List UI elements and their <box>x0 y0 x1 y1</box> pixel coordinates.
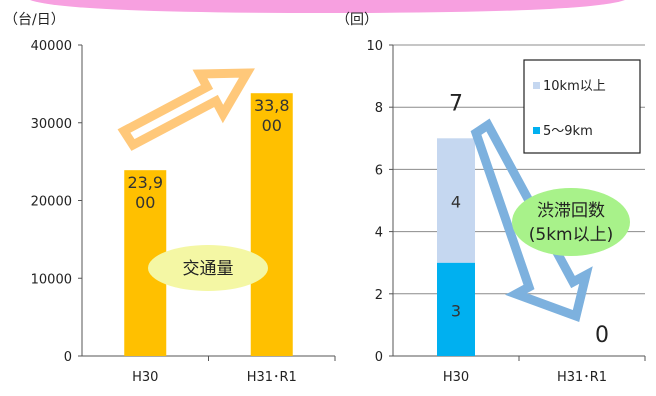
congestion-total-label: 0 <box>595 323 609 348</box>
congestion-count-chart: （回） 0 2 4 6 8 10 H30 H31･R1 3 4 7 0 渋滞回数 (5km以上) 1… <box>336 12 646 385</box>
traffic-unit-label: （台/日） <box>4 12 65 28</box>
congestion-callout <box>512 188 630 256</box>
traffic-x-tick-label: H30 <box>132 370 158 385</box>
congestion-bar-10km <box>437 138 475 263</box>
traffic-x-tick-label: H31･R1 <box>247 370 297 385</box>
congestion-y-tick-label: 4 <box>375 226 383 241</box>
congestion-callout-line2: (5km以上) <box>529 225 614 245</box>
congestion-y-tick-label: 2 <box>375 288 383 303</box>
top-decorative-banner <box>30 0 625 13</box>
traffic-data-label-line1: 23,9 <box>127 173 163 192</box>
legend-label-5-9km: 5～9km <box>543 124 593 139</box>
congestion-bar-5-9km <box>437 262 475 356</box>
legend-label-10km: 10km以上 <box>543 79 606 94</box>
traffic-volume-chart: （台/日） 0 10000 20000 30000 40000 H30 H31･R1 23,… <box>4 12 336 385</box>
congestion-decrease-arrow <box>470 118 593 322</box>
congestion-segment-label: 4 <box>451 193 461 212</box>
legend-swatch-10km <box>533 82 540 89</box>
traffic-increase-arrow <box>117 68 255 151</box>
traffic-data-label-line2: 00 <box>262 116 282 135</box>
traffic-y-tick-label: 40000 <box>31 39 72 54</box>
legend-swatch-5-9km <box>533 127 540 134</box>
congestion-callout-line1: 渋滞回数 <box>537 201 605 221</box>
congestion-y-tick-label: 6 <box>375 163 383 178</box>
congestion-y-tick-label: 8 <box>375 101 383 116</box>
traffic-data-label-line1: 33,8 <box>254 96 290 115</box>
congestion-y-tick-label: 0 <box>375 350 383 365</box>
congestion-x-tick-label: H31･R1 <box>557 370 607 385</box>
congestion-x-tick-label: H30 <box>443 370 469 385</box>
traffic-y-tick-label: 0 <box>64 350 72 365</box>
congestion-segment-label: 3 <box>451 301 461 320</box>
congestion-total-label: 7 <box>449 91 463 116</box>
traffic-callout-text: 交通量 <box>183 259 234 279</box>
traffic-bar <box>250 93 293 356</box>
traffic-y-tick-label: 10000 <box>31 272 72 287</box>
traffic-callout <box>148 245 268 291</box>
traffic-y-tick-label: 20000 <box>31 195 72 210</box>
congestion-unit-label: （回） <box>336 12 378 28</box>
traffic-y-tick-label: 30000 <box>31 117 72 132</box>
legend-box <box>523 59 641 154</box>
traffic-data-label-line2: 00 <box>135 193 155 212</box>
congestion-legend: 10km以上 5～9km <box>523 59 641 154</box>
congestion-y-tick-label: 10 <box>366 39 383 54</box>
